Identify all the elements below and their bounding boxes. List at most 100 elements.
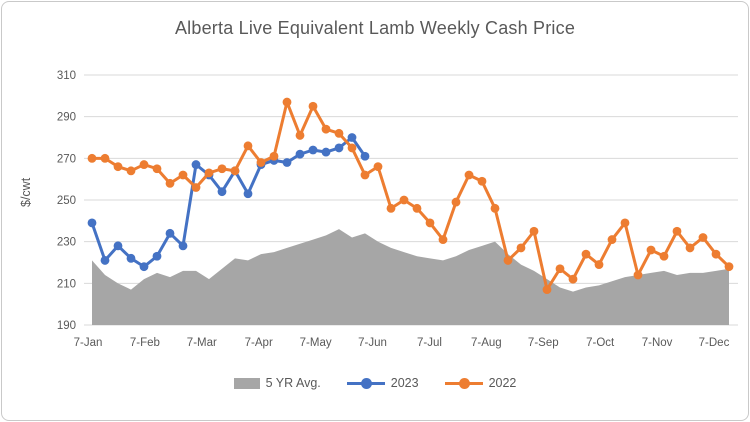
series-2022-marker [412, 203, 422, 213]
series-2022-marker [698, 233, 708, 242]
series-2022-marker [334, 128, 344, 138]
series-2022-marker [451, 197, 461, 207]
series-2023-marker [178, 241, 188, 251]
line-marker-swatch-2023-icon [346, 377, 385, 389]
x-tick-label: 7-Apr [245, 337, 273, 349]
series-2023-marker [100, 256, 110, 265]
series-2022-marker [295, 131, 305, 140]
series-2023-marker [308, 145, 318, 155]
area-swatch-icon [233, 377, 260, 389]
series-2023-marker [347, 133, 357, 142]
series-2023-marker [295, 149, 305, 159]
series-2022-marker [191, 183, 201, 192]
legend-label-2022: 2022 [488, 376, 517, 390]
series-2022-marker [386, 203, 396, 213]
series-2022-marker [425, 218, 435, 228]
series-2022-marker [659, 251, 669, 261]
series-2022-marker [529, 226, 539, 236]
series-2022-marker [711, 249, 721, 259]
series-2023-marker [152, 251, 162, 261]
series-2022-marker [321, 124, 331, 134]
series-2022-marker [399, 195, 409, 205]
x-tick-label: 7-Oct [586, 337, 615, 349]
series-2022-marker [438, 235, 448, 244]
series-2023-line [90, 136, 367, 269]
series-2023-marker [165, 228, 175, 238]
series-2023-marker [282, 158, 292, 167]
y-tick-label: 250 [57, 195, 76, 207]
series-2022-marker [100, 153, 110, 163]
series-2022-marker [724, 262, 734, 272]
series-2022-marker [282, 97, 292, 107]
series-2022-marker [490, 203, 500, 213]
line-marker-swatch-2022-icon [444, 377, 483, 389]
legend-label-2023: 2023 [390, 376, 419, 390]
y-tick-label: 270 [57, 153, 76, 165]
series-2023-marker [126, 253, 136, 263]
series-2022-marker [464, 170, 474, 180]
series-2022-marker [633, 270, 643, 280]
series-2023-marker [191, 160, 201, 169]
x-tick-label: 7-Jun [358, 337, 387, 349]
y-tick-label: 230 [57, 237, 76, 249]
series-2022-marker [87, 153, 97, 163]
series-2022-marker [503, 256, 513, 265]
x-tick-label: 7-Mar [187, 337, 217, 349]
series-2023-marker [243, 189, 253, 199]
series-2022-marker [685, 243, 695, 253]
y-tick-label: 210 [57, 278, 76, 290]
legend-item-2023[interactable]: 2023 [346, 376, 419, 390]
series-2022-marker [204, 168, 214, 178]
series-2022-marker [373, 162, 383, 172]
series-2022-marker [217, 164, 227, 174]
x-tick-label: 7-Sep [528, 337, 559, 349]
series-2023-marker [139, 262, 149, 272]
series-2022-marker [516, 243, 526, 253]
legend: 5 YR Avg. 2023 2022 [0, 376, 750, 390]
series-2023-marker [113, 241, 123, 251]
x-tick-label: 7-Aug [471, 337, 502, 349]
series-2023-marker [217, 187, 227, 197]
series-2022-marker [126, 166, 136, 176]
series-2022-marker [607, 235, 617, 244]
series-2022-marker [568, 274, 578, 284]
series-2022-marker [269, 151, 279, 161]
series-2022-marker [308, 101, 318, 111]
x-tick-label: 7-Feb [130, 337, 160, 349]
y-tick-label: 310 [57, 70, 76, 82]
chart-title: Alberta Live Equivalent Lamb Weekly Cash… [174, 18, 576, 38]
series-2022-marker [620, 218, 630, 228]
series-2022-marker [347, 143, 357, 153]
y-tick-label: 290 [57, 112, 76, 124]
x-tick-label: 7-May [300, 337, 332, 349]
y-tick-label: 190 [57, 320, 76, 332]
series-2023-marker [87, 218, 97, 228]
x-tick-label: 7-Dec [699, 337, 730, 349]
series-2023-marker [334, 143, 344, 153]
legend-label-5yr-avg: 5 YR Avg. [265, 376, 321, 390]
series-2022-marker [555, 264, 565, 274]
series-2022-marker [542, 285, 552, 294]
series-2022-marker [256, 158, 266, 167]
series-2022-marker [646, 245, 656, 255]
series-2022-marker [594, 260, 604, 269]
series-2022-marker [139, 160, 149, 169]
series-2022-marker [672, 226, 682, 236]
series-5yr-avg-area [92, 229, 729, 325]
x-tick-label: 7-Jan [74, 337, 103, 349]
series-2022-marker [152, 164, 162, 174]
legend-item-5yr-avg[interactable]: 5 YR Avg. [233, 376, 321, 390]
series-2022-marker [581, 249, 591, 259]
series-2022-marker [230, 166, 240, 176]
series-2022-marker [113, 162, 123, 172]
series-2022-marker [178, 170, 188, 180]
x-tick-label: 7-Jul [417, 337, 442, 349]
series-2022-marker [477, 176, 487, 186]
x-tick-label: 7-Nov [642, 337, 673, 349]
series-2022-marker [360, 170, 370, 180]
series-2022-marker [165, 178, 175, 188]
legend-item-2022[interactable]: 2022 [444, 376, 517, 390]
series-2022-marker [243, 141, 253, 151]
